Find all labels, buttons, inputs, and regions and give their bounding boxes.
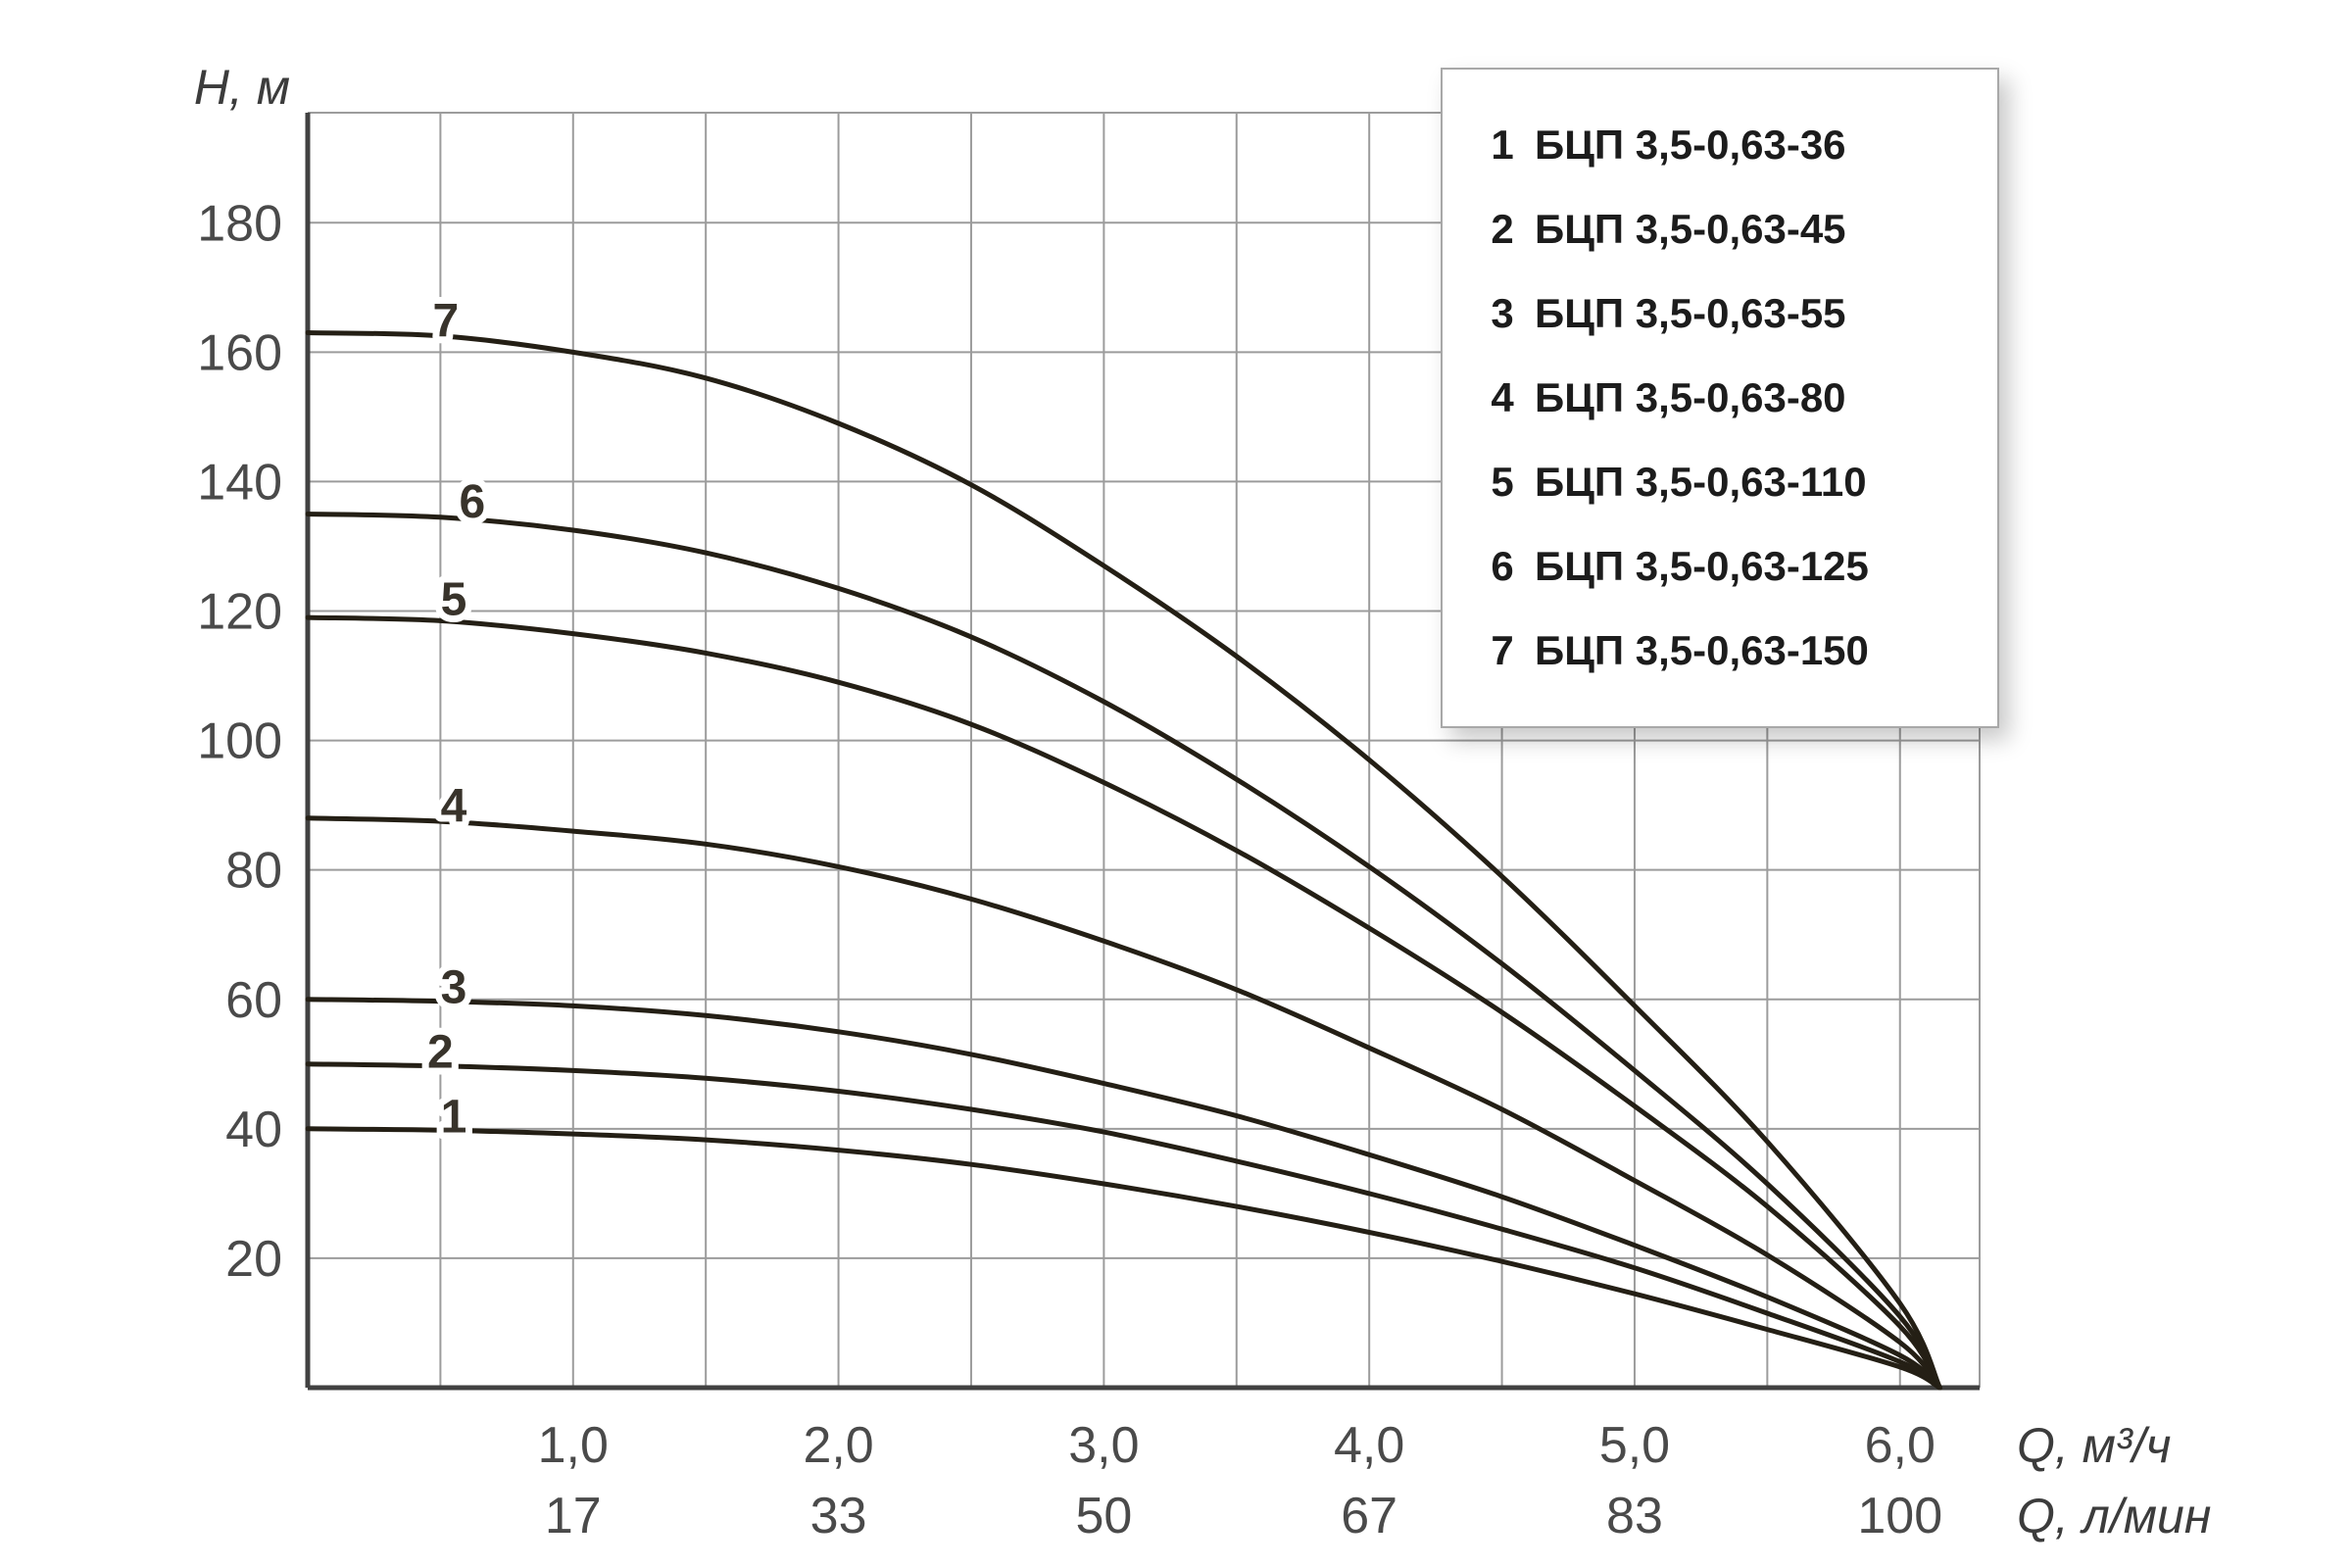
curve-2 (305, 1061, 1942, 1391)
x-tick-label-m3h: 3,0 (1068, 1417, 1139, 1474)
x-tick-label-m3h: 2,0 (803, 1417, 873, 1474)
x-tick-label-lmin: 67 (1341, 1488, 1397, 1544)
y-tick-label: 20 (225, 1231, 282, 1288)
legend-item-5: 5 БЦП 3,5-0,63-110 (1488, 440, 1952, 524)
y-tick-label: 60 (225, 972, 282, 1029)
curve-7 (305, 330, 1942, 1391)
curve-4 (305, 815, 1942, 1391)
x-tick-label-m3h: 4,0 (1334, 1417, 1404, 1474)
y-tick-label: 180 (197, 195, 282, 252)
curve-label-4: 4 (441, 781, 467, 833)
legend-item-2: 2 БЦП 3,5-0,63-45 (1488, 187, 1952, 271)
legend-item-label: БЦП 3,5-0,63-80 (1535, 374, 1846, 420)
x-axis-title-primary: Q, м³/ч (2017, 1418, 2171, 1473)
x-tick-label-lmin: 33 (810, 1488, 867, 1544)
curve-label-2: 2 (427, 1027, 454, 1079)
legend-item-4: 4 БЦП 3,5-0,63-80 (1488, 356, 1952, 440)
legend-item-7: 7 БЦП 3,5-0,63-150 (1488, 609, 1952, 693)
x-tick-label-lmin: 17 (545, 1488, 602, 1544)
y-tick-label: 80 (225, 843, 282, 900)
legend-item-1: 1 БЦП 3,5-0,63-36 (1488, 103, 1952, 187)
legend-item-number: 2 (1491, 206, 1514, 252)
curve-5 (305, 614, 1942, 1391)
x-tick-label-m3h: 5,0 (1599, 1417, 1670, 1474)
legend-item-label: БЦП 3,5-0,63-125 (1535, 543, 1869, 589)
legend-item-label: БЦП 3,5-0,63-45 (1535, 206, 1846, 252)
x-tick-label-lmin: 83 (1606, 1488, 1663, 1544)
curve-label-3: 3 (441, 962, 467, 1014)
x-tick-label-lmin: 100 (1857, 1488, 1942, 1544)
legend-item-label: БЦП 3,5-0,63-36 (1535, 122, 1846, 168)
y-tick-label: 40 (225, 1102, 282, 1158)
curve-1 (305, 1126, 1942, 1391)
curve-label-5: 5 (441, 573, 467, 625)
legend-item-label: БЦП 3,5-0,63-150 (1535, 627, 1869, 673)
legend-item-label: БЦП 3,5-0,63-110 (1535, 459, 1867, 505)
y-tick-label: 120 (197, 584, 282, 641)
legend-item-number: 3 (1491, 290, 1514, 336)
y-tick-label: 160 (197, 324, 282, 381)
x-tick-label-m3h: 6,0 (1865, 1417, 1936, 1474)
curve-3 (305, 997, 1942, 1391)
y-tick-label: 140 (197, 454, 282, 511)
curve-label-6: 6 (460, 476, 486, 528)
curve-label-7: 7 (432, 295, 459, 347)
x-tick-label-m3h: 1,0 (538, 1417, 609, 1474)
legend-item-number: 5 (1491, 459, 1514, 505)
legend-item-label: БЦП 3,5-0,63-55 (1535, 290, 1846, 336)
y-axis-title: H, м (194, 60, 290, 115)
x-tick-label-lmin: 50 (1075, 1488, 1132, 1544)
curves (305, 330, 1942, 1391)
curve-label-1: 1 (441, 1092, 467, 1144)
legend-item-6: 6 БЦП 3,5-0,63-125 (1488, 524, 1952, 609)
y-tick-label: 100 (197, 713, 282, 770)
legend-item-number: 4 (1491, 374, 1514, 420)
curve-6 (305, 512, 1942, 1391)
legend-item-number: 7 (1491, 627, 1514, 673)
legend-item-number: 6 (1491, 543, 1514, 589)
legend: 1 БЦП 3,5-0,63-36 2 БЦП 3,5-0,63-45 3 БЦП 3,5… (1441, 68, 1999, 728)
legend-item-number: 1 (1491, 122, 1514, 168)
x-axis-title-secondary: Q, л/мин (2017, 1489, 2211, 1544)
legend-item-3: 3 БЦП 3,5-0,63-55 (1488, 271, 1952, 356)
